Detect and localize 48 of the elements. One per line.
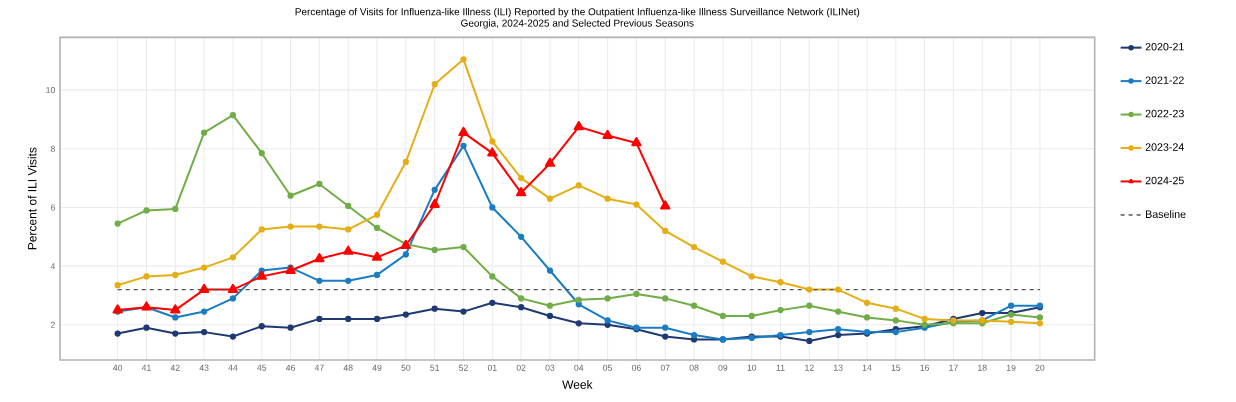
legend-label: 2022-23	[1145, 109, 1184, 118]
x-tick-label: 03	[545, 364, 555, 371]
x-tick-label: 12	[805, 364, 814, 371]
x-tick-label: 06	[631, 364, 641, 371]
x-tick-label: 05	[603, 364, 613, 371]
x-tick-label: 13	[834, 364, 843, 371]
y-axis-title: Percent of ILI Visits	[27, 147, 37, 250]
x-tick-label: 16	[920, 364, 930, 371]
x-tick-label: 52	[459, 364, 468, 371]
x-tick-label: 45	[257, 364, 267, 371]
x-tick-label: 19	[1006, 364, 1016, 371]
x-tick-label: 14	[862, 364, 872, 371]
x-tick-label: 10	[747, 364, 757, 371]
y-tick-label: 4	[50, 263, 56, 270]
legend-label: Baseline	[1146, 210, 1186, 218]
y-tick-label: 2	[50, 321, 55, 328]
y-tick-label: 10	[46, 87, 55, 94]
x-tick-label: 51	[430, 364, 440, 371]
chart-subtitle: Georgia, 2024-2025 and Selected Previous Seasons	[461, 19, 694, 29]
x-tick-label: 49	[372, 364, 382, 371]
x-tick-label: 11	[776, 364, 785, 371]
x-tick-label: 07	[660, 364, 670, 371]
x-tick-label: 02	[516, 364, 526, 371]
x-tick-label: 09	[718, 364, 728, 371]
legend-label: 2020-21	[1145, 42, 1184, 51]
x-tick-label: 18	[978, 364, 987, 371]
x-tick-label: 08	[689, 364, 699, 371]
x-axis-title: Week	[562, 379, 593, 389]
x-tick-label: 48	[343, 364, 353, 371]
x-tick-label: 41	[141, 364, 151, 371]
x-tick-label: 44	[228, 364, 238, 371]
x-tick-label: 47	[314, 364, 324, 371]
x-tick-label: 40	[113, 364, 123, 371]
legend-label: 2024-25	[1145, 176, 1184, 185]
x-tick-label: 42	[170, 364, 180, 371]
y-tick-label: 6	[50, 204, 55, 211]
legend-label: 2021-22	[1145, 76, 1184, 84]
chart-title: Percentage of Visits for Influenza-like Illness (ILI) Reported by the Outpatient Influenza-like Illness Surveillance Network (ILINet)	[295, 7, 860, 18]
x-tick-label: 04	[574, 364, 584, 371]
x-tick-label: 43	[199, 364, 209, 371]
x-tick-label: 01	[487, 364, 497, 371]
y-tick-label: 8	[50, 145, 55, 152]
x-tick-label: 17	[949, 364, 958, 371]
x-tick-label: 50	[401, 364, 411, 371]
x-tick-label: 46	[285, 364, 296, 371]
legend-label: 2023-24	[1145, 143, 1184, 151]
x-tick-label: 20	[1035, 364, 1045, 371]
x-tick-label: 15	[891, 364, 901, 371]
